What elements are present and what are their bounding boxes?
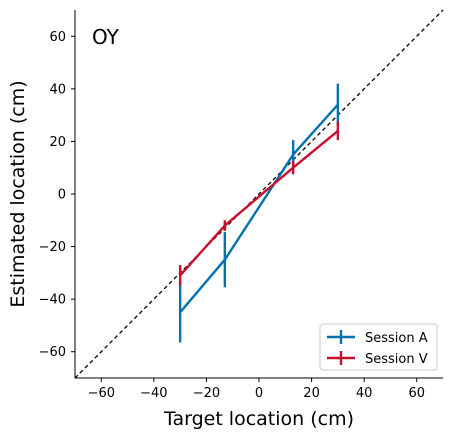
legend: Session A Session V bbox=[319, 323, 438, 371]
x-tick-label: 0 bbox=[255, 386, 263, 401]
y-tick-label: 40 bbox=[49, 82, 66, 97]
series-line-session-a bbox=[178, 103, 340, 314]
x-axis-title: Target location (cm) bbox=[163, 408, 354, 430]
y-tick-label: 20 bbox=[49, 135, 66, 150]
identity-line bbox=[74, 9, 444, 379]
y-tick-label: 60 bbox=[49, 30, 66, 45]
x-tick-label: −40 bbox=[140, 386, 167, 401]
series-layer bbox=[178, 83, 340, 343]
x-tick-label: 20 bbox=[303, 386, 320, 401]
series-line-session-v bbox=[178, 129, 340, 277]
legend-marks bbox=[327, 330, 355, 365]
series-session-v bbox=[178, 121, 340, 286]
identity-line-layer bbox=[74, 9, 444, 379]
legend-label-session-v: Session V bbox=[365, 352, 428, 367]
ticks-layer: −60 −40 −20 0 20 40 60 −60 −40 −20 0 20 40 60 bbox=[39, 30, 425, 401]
x-tick-label: −60 bbox=[88, 386, 115, 401]
series-session-a bbox=[178, 83, 340, 343]
y-axis-title: Estimated location (cm) bbox=[7, 80, 29, 307]
y-tick-label: −40 bbox=[39, 293, 66, 308]
legend-label-session-a: Session A bbox=[365, 331, 428, 346]
x-tick-label: −20 bbox=[193, 386, 220, 401]
y-tick-label: −20 bbox=[39, 240, 66, 255]
x-tick-label: 40 bbox=[356, 386, 373, 401]
panel-label: OY bbox=[92, 25, 120, 49]
y-tick-label: 0 bbox=[58, 188, 66, 203]
y-tick-label: −60 bbox=[39, 345, 66, 360]
x-tick-label: 60 bbox=[408, 386, 425, 401]
